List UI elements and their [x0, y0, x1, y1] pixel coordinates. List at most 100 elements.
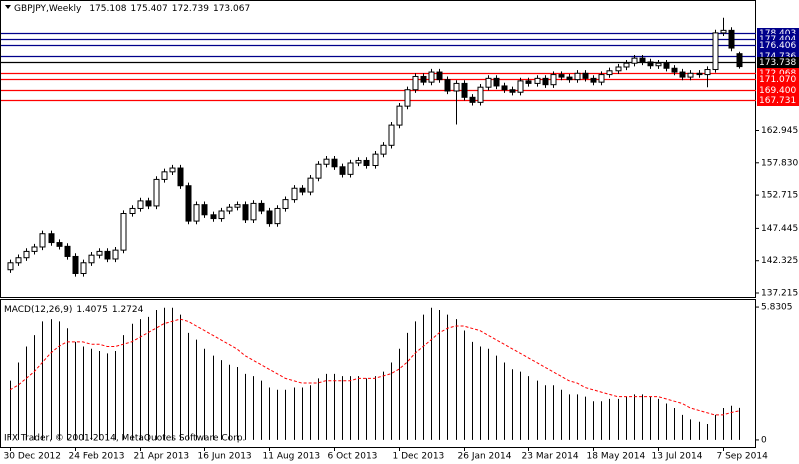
candle-body	[550, 74, 557, 86]
candle-body	[404, 89, 411, 107]
macd-title: MACD(12,26,9)	[4, 305, 72, 315]
candle-body	[590, 77, 597, 83]
x-tick-label: 16 Jun 2013	[198, 452, 252, 462]
candle-body	[517, 80, 524, 93]
candle-body	[145, 200, 152, 207]
candle-body	[15, 257, 22, 264]
candle-body	[347, 162, 354, 175]
y-tick-label: 0	[761, 435, 767, 445]
x-tick-label: 23 Mar 2014	[522, 452, 579, 462]
candle-body	[598, 74, 605, 83]
open-value: 175.108	[89, 4, 126, 14]
candle-body	[129, 207, 136, 215]
level-label-box	[757, 57, 799, 68]
candle-body	[704, 69, 711, 76]
x-tick-label: 24 Feb 2013	[69, 452, 125, 462]
candle-body	[396, 105, 403, 126]
candle-body	[193, 204, 200, 222]
x-tick-label: 13 Jul 2014	[652, 452, 703, 462]
candle-body	[428, 71, 435, 83]
candle-body	[558, 74, 565, 78]
candle-body	[663, 62, 670, 69]
candle-body	[291, 187, 298, 201]
candle-body	[137, 200, 144, 209]
candle-body	[226, 206, 233, 212]
signal-value: 1.2724	[112, 305, 144, 315]
candle-body	[185, 185, 192, 222]
x-tick-label: 21 Apr 2013	[134, 452, 190, 462]
candle-body	[412, 75, 419, 91]
candle-body	[574, 72, 581, 81]
candle-body	[639, 57, 646, 63]
candle-body	[671, 67, 678, 73]
x-tick-label: 11 Aug 2013	[263, 452, 321, 462]
candle-body	[218, 210, 225, 220]
candle-body	[323, 158, 330, 165]
macd-header: MACD(12,26,9) 1.4075 1.2724	[4, 305, 144, 315]
candle-body	[712, 32, 719, 71]
candle-body	[582, 72, 589, 79]
candle-body	[444, 79, 451, 92]
candle-body	[477, 86, 484, 103]
y-tick-label: 5.8305	[761, 303, 793, 313]
candle-body	[72, 255, 79, 275]
level-label-box	[757, 74, 799, 85]
candle-body	[647, 61, 654, 67]
candle-body	[363, 159, 370, 167]
candle-body	[177, 167, 184, 187]
level-label-box	[757, 95, 799, 106]
level-label-box	[757, 51, 799, 62]
level-label-box	[757, 68, 799, 79]
candle-body	[299, 187, 306, 193]
level-label-box	[757, 34, 799, 45]
level-label: 167.731	[759, 96, 796, 106]
candle-body	[339, 166, 346, 175]
candle-body	[234, 204, 241, 208]
candle-body	[655, 62, 662, 67]
footer: IFX Trader, © 2001-2014, MetaQuotes Soft…	[4, 434, 245, 444]
candle-body	[169, 167, 176, 173]
candle-body	[331, 158, 338, 168]
price-pane	[0, 0, 756, 298]
candle-body	[48, 233, 55, 244]
candle-body	[112, 249, 119, 260]
x-tick-label: 7 Sep 2014	[717, 452, 769, 462]
x-tick-label: 18 May 2014	[587, 452, 646, 462]
candle-body	[720, 29, 727, 34]
candle-body	[201, 204, 208, 216]
low-value: 172.739	[172, 4, 209, 14]
level-label: 176.406	[759, 41, 796, 51]
candle-body	[96, 250, 103, 256]
high-value: 175.407	[131, 4, 168, 14]
candle-body	[88, 254, 95, 264]
level-label: 169.400	[759, 86, 796, 96]
candle-body	[120, 213, 127, 251]
candle-body	[469, 96, 476, 103]
candle-body	[485, 77, 492, 88]
candle-body	[258, 202, 265, 212]
candle-body	[307, 177, 314, 193]
candle-body	[250, 202, 257, 221]
candle-body	[56, 242, 63, 247]
candle-body	[631, 57, 638, 64]
candle-body	[80, 262, 87, 275]
candle-body	[274, 207, 281, 225]
candle-body	[420, 75, 427, 83]
candle-body	[687, 72, 694, 78]
candle-body	[31, 246, 38, 252]
level-label-box	[757, 28, 799, 39]
close-value: 173.067	[213, 4, 250, 14]
level-label: 173.738	[759, 58, 796, 68]
y-tick-label: 157.830	[761, 158, 798, 168]
macd-pane	[0, 299, 756, 448]
candle-body	[525, 80, 532, 84]
candle-body	[242, 204, 249, 221]
candle-body	[696, 72, 703, 76]
level-label: 171.070	[759, 75, 796, 85]
candle-body	[282, 199, 289, 209]
candle-body	[23, 250, 30, 259]
candle-body	[606, 70, 613, 76]
y-tick-label: 147.445	[761, 224, 798, 234]
candle-body	[355, 159, 362, 164]
